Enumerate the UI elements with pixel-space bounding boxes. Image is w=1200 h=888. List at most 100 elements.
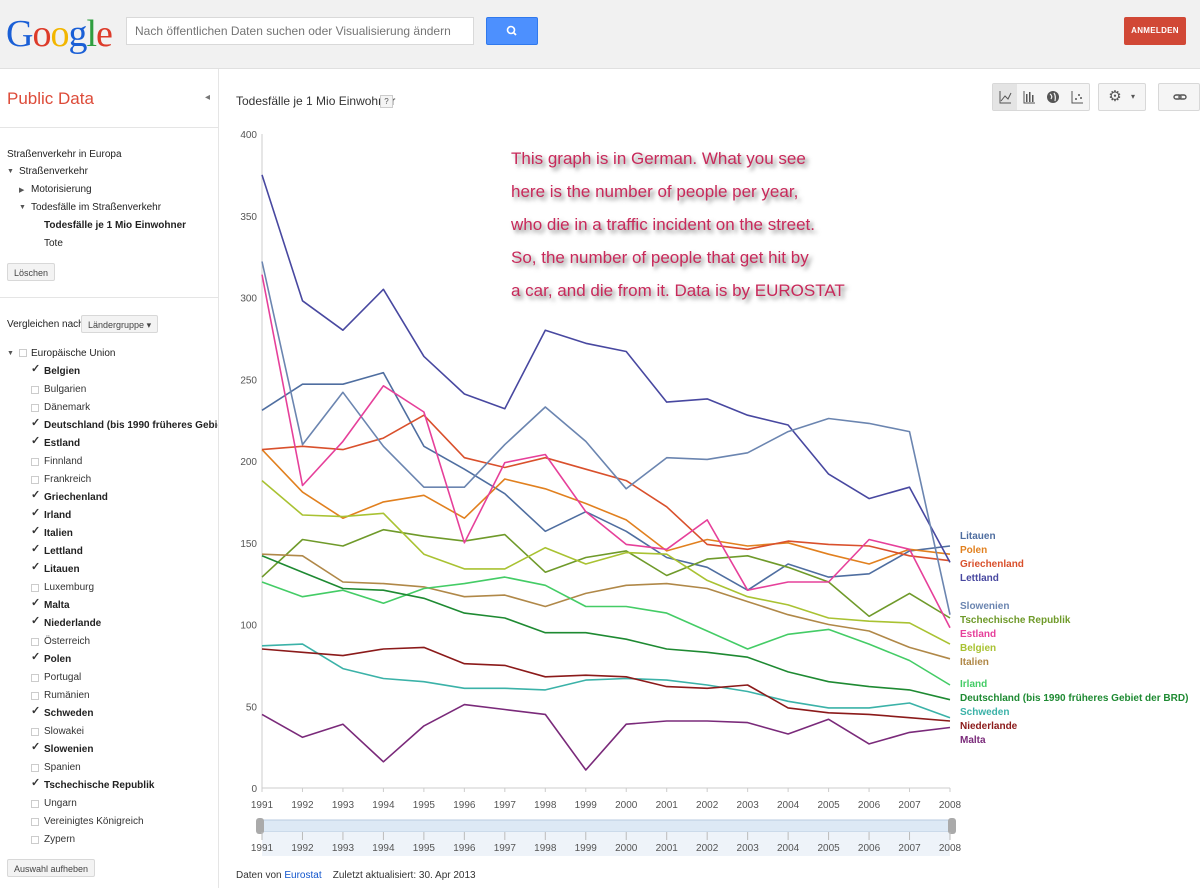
legend-label: Tschechische Republik bbox=[960, 615, 1071, 626]
country-label[interactable]: Frankreich bbox=[44, 474, 92, 485]
country-label[interactable]: Slowenien bbox=[44, 744, 94, 755]
expand-down-icon[interactable]: ▼ bbox=[19, 204, 26, 211]
link-button[interactable] bbox=[1158, 83, 1200, 111]
country-label[interactable]: Deutschland (bis 1990 früheres Gebiet de… bbox=[44, 420, 218, 431]
range-tick-label: 2003 bbox=[737, 843, 760, 854]
series-line-4 bbox=[261, 261, 951, 615]
country-checkbox[interactable] bbox=[31, 800, 39, 808]
country-checkbox[interactable]: ✓ bbox=[31, 741, 41, 753]
country-checkbox[interactable] bbox=[31, 404, 39, 412]
tree-selected-metric[interactable]: Todesfälle je 1 Mio Einwohner bbox=[44, 220, 187, 231]
deselect-all-button[interactable]: Auswahl aufheben bbox=[7, 859, 96, 877]
country-checkbox[interactable]: ✓ bbox=[31, 489, 41, 501]
country-checkbox[interactable]: ✓ bbox=[31, 705, 41, 717]
tree-strassenverkehr[interactable]: Straßenverkehr bbox=[19, 166, 88, 177]
country-label[interactable]: Rumänien bbox=[44, 690, 90, 701]
y-tick-label: 350 bbox=[240, 212, 257, 223]
signin-button[interactable]: ANMELDEN bbox=[1124, 17, 1186, 45]
country-label[interactable]: Niederlande bbox=[44, 618, 102, 629]
country-checkbox[interactable]: ✓ bbox=[31, 597, 41, 609]
tree-tote[interactable]: Tote bbox=[44, 238, 63, 249]
x-tick-label: 1991 bbox=[251, 800, 274, 811]
country-label[interactable]: Luxemburg bbox=[44, 582, 95, 593]
country-label[interactable]: Tschechische Republik bbox=[44, 780, 155, 791]
source-link[interactable]: Eurostat bbox=[284, 870, 322, 881]
country-label[interactable]: Ungarn bbox=[44, 798, 77, 809]
public-data-title[interactable]: Public Data bbox=[7, 89, 94, 108]
search-button[interactable] bbox=[486, 17, 538, 45]
x-tick-label: 2003 bbox=[737, 800, 760, 811]
collapse-sidebar-icon[interactable]: ◂ bbox=[205, 92, 211, 103]
country-checkbox[interactable]: ✓ bbox=[31, 417, 41, 429]
chart-legend: Litauen Polen Griechenland Lettland Slowenie… bbox=[960, 531, 1188, 746]
country-checkbox[interactable] bbox=[31, 764, 39, 772]
country-label[interactable]: Griechenland bbox=[44, 492, 108, 503]
country-checkbox[interactable]: ✓ bbox=[31, 615, 41, 627]
line-chart-icon[interactable] bbox=[993, 84, 1017, 110]
country-label[interactable]: Italien bbox=[44, 528, 73, 539]
country-label[interactable]: Bulgarien bbox=[44, 384, 87, 395]
country-label[interactable]: Vereinigtes Königreich bbox=[44, 816, 144, 827]
country-label[interactable]: Irland bbox=[44, 510, 72, 521]
link-icon[interactable] bbox=[1168, 84, 1192, 110]
group-checkbox[interactable] bbox=[19, 349, 27, 357]
country-checkbox[interactable] bbox=[31, 818, 39, 826]
gear-icon[interactable]: ⚙ bbox=[1108, 88, 1122, 105]
country-checkbox[interactable] bbox=[31, 836, 39, 844]
country-checkbox[interactable]: ✓ bbox=[31, 777, 41, 789]
country-checkbox[interactable] bbox=[31, 458, 39, 466]
country-checkbox[interactable] bbox=[31, 674, 39, 682]
country-label[interactable]: Lettland bbox=[44, 546, 83, 557]
clear-button[interactable]: Löschen bbox=[7, 263, 56, 281]
country-checkbox[interactable] bbox=[31, 386, 39, 394]
country-checkbox[interactable]: ✓ bbox=[31, 543, 41, 555]
country-label[interactable]: Schweden bbox=[44, 708, 94, 719]
country-label[interactable]: Österreich bbox=[44, 636, 91, 647]
expand-right-icon[interactable]: ▶ bbox=[19, 187, 25, 194]
x-tick-label: 1997 bbox=[494, 800, 517, 811]
range-overview bbox=[262, 832, 950, 856]
country-checkbox[interactable]: ✓ bbox=[31, 507, 41, 519]
country-checkbox[interactable] bbox=[31, 584, 39, 592]
country-label[interactable]: Litauen bbox=[44, 564, 80, 575]
tree-root[interactable]: Straßenverkehr in Europa bbox=[7, 149, 122, 160]
country-checkbox[interactable]: ✓ bbox=[31, 363, 41, 375]
tree-todesfaelle[interactable]: Todesfälle im Straßenverkehr bbox=[31, 202, 162, 213]
country-label[interactable]: Belgien bbox=[44, 366, 81, 377]
scatter-icon[interactable] bbox=[1065, 84, 1089, 110]
country-checkbox[interactable] bbox=[31, 692, 39, 700]
country-label[interactable]: Spanien bbox=[44, 762, 81, 773]
country-checkbox[interactable]: ✓ bbox=[31, 651, 41, 663]
country-label[interactable]: Portugal bbox=[44, 672, 82, 683]
country-label[interactable]: Malta bbox=[44, 600, 70, 611]
country-checkbox[interactable]: ✓ bbox=[31, 561, 41, 573]
group-name[interactable]: Europäische Union bbox=[31, 348, 116, 359]
help-icon[interactable]: ? bbox=[380, 95, 393, 108]
country-label[interactable]: Estland bbox=[44, 438, 81, 449]
country-label[interactable]: Dänemark bbox=[44, 402, 91, 413]
range-tick-label: 2008 bbox=[939, 843, 962, 854]
country-label[interactable]: Finnland bbox=[44, 456, 83, 467]
settings-menu[interactable]: ⚙ ▾ bbox=[1098, 83, 1146, 111]
search-input[interactable] bbox=[126, 17, 474, 45]
annotation-line: So, the number of people that get hit by bbox=[511, 248, 809, 267]
country-checkbox[interactable] bbox=[31, 476, 39, 484]
expand-down-icon[interactable]: ▼ bbox=[7, 168, 14, 175]
legend-label: Malta bbox=[960, 735, 986, 746]
legend-label: Deutschland (bis 1990 früheres Gebiet de… bbox=[960, 693, 1188, 704]
series-line-12 bbox=[261, 646, 951, 722]
compare-select[interactable]: Ländergruppe ▾ bbox=[81, 315, 159, 333]
tree-motorisierung[interactable]: Motorisierung bbox=[31, 184, 92, 195]
country-label[interactable]: Slowakei bbox=[44, 726, 85, 737]
country-checkbox[interactable] bbox=[31, 638, 39, 646]
dropdown-arrow-icon[interactable]: ▾ bbox=[1130, 92, 1135, 101]
map-icon[interactable] bbox=[1041, 84, 1065, 110]
country-checkbox[interactable]: ✓ bbox=[31, 525, 41, 537]
expand-down-icon[interactable]: ▼ bbox=[7, 350, 14, 357]
country-label[interactable]: Polen bbox=[44, 654, 72, 665]
country-checkbox[interactable]: ✓ bbox=[31, 435, 41, 447]
google-logo[interactable]: Google bbox=[6, 13, 113, 55]
bar-chart-icon[interactable] bbox=[1017, 84, 1041, 110]
country-checkbox[interactable] bbox=[31, 728, 39, 736]
country-label[interactable]: Zypern bbox=[44, 834, 76, 845]
